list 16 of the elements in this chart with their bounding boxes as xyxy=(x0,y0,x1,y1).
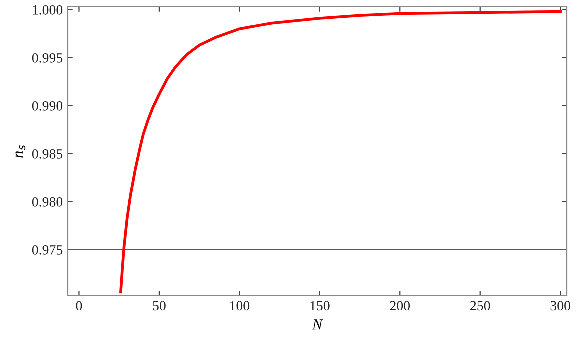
line-series xyxy=(120,10,562,294)
x-tick-label: 300 xyxy=(550,301,570,311)
x-tick-label: 150 xyxy=(310,301,330,311)
y-tick-label: 0.995 xyxy=(32,53,63,63)
x-tick-label: 250 xyxy=(470,301,490,311)
x-tick-label: 0 xyxy=(76,301,82,311)
x-tick-label: 200 xyxy=(390,301,410,311)
x-tick-label: 100 xyxy=(230,301,250,311)
x-tick-label: 50 xyxy=(153,301,166,311)
y-axis-title: n$_{s}$ xyxy=(16,145,26,158)
y-tick-label: 0.980 xyxy=(32,197,63,207)
y-tick-label: 0.990 xyxy=(32,101,63,111)
y-tick-label: 1.000 xyxy=(33,5,63,15)
y-tick-label: 0.975 xyxy=(32,245,63,255)
x-axis-title: N xyxy=(312,320,324,330)
y-tick-label: 0.985 xyxy=(32,149,63,159)
